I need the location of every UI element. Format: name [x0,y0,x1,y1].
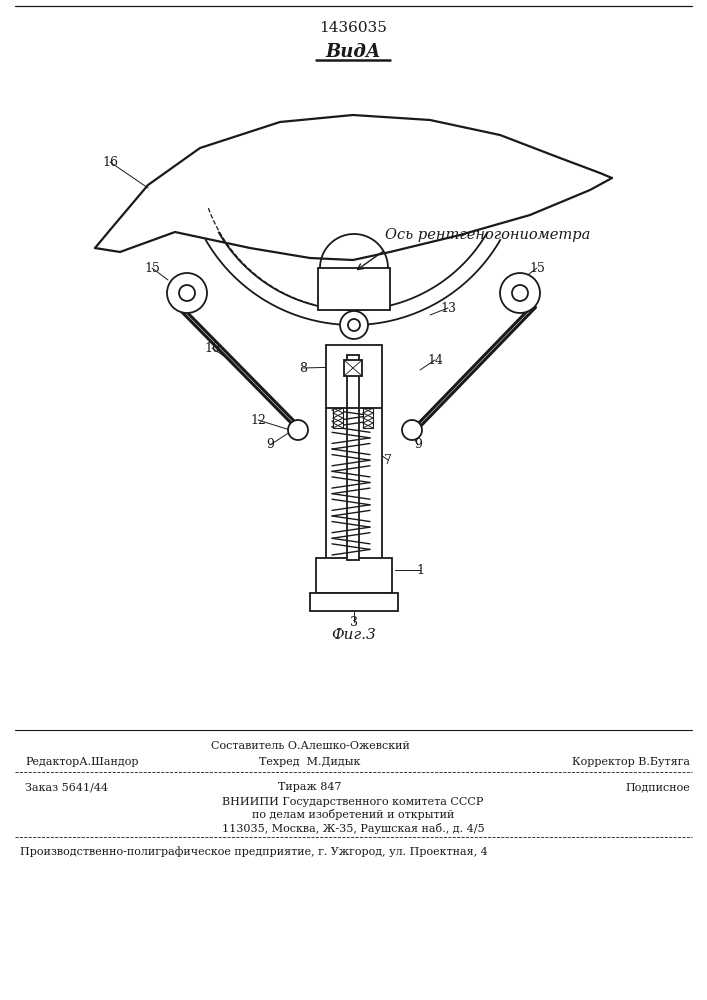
Text: 3: 3 [350,615,358,629]
Text: 10: 10 [204,342,220,355]
Text: 7: 7 [384,454,392,466]
Text: 14: 14 [427,354,443,366]
Bar [310,593,398,611]
Circle shape [348,319,360,331]
Text: 12: 12 [250,414,266,426]
Circle shape [167,273,207,313]
Text: Корректор В.Бутяга: Корректор В.Бутяга [572,757,690,767]
Bar [318,268,390,310]
Text: 9: 9 [414,438,422,452]
Text: ВидА: ВидА [325,43,381,61]
Text: Ось рентгеногониометра: Ось рентгеногониометра [385,228,590,242]
Text: 15: 15 [144,261,160,274]
Circle shape [179,285,195,301]
Text: РедакторА.Шандор: РедакторА.Шандор [25,757,139,767]
Circle shape [500,273,540,313]
Circle shape [288,420,308,440]
Text: Техред  М.Дидык: Техред М.Дидык [259,757,361,767]
Bar [316,558,392,593]
Text: 13: 13 [440,302,456,314]
Text: 1: 1 [416,564,424,576]
Bar [363,408,373,428]
Text: Подписное: Подписное [625,782,690,792]
Text: 9: 9 [266,438,274,452]
Circle shape [402,420,422,440]
Circle shape [512,285,528,301]
Text: Фиг.3: Фиг.3 [332,628,376,642]
Text: 11: 11 [519,288,535,302]
Text: 11: 11 [167,288,183,302]
Bar [326,345,382,560]
Bar [333,408,343,428]
Text: 113035, Москва, Ж-35, Раушская наб., д. 4/5: 113035, Москва, Ж-35, Раушская наб., д. … [222,822,484,834]
Text: ВНИИПИ Государственного комитета СССР: ВНИИПИ Государственного комитета СССР [222,797,484,807]
Bar [344,360,362,376]
Text: по делам изобретений и открытий: по делам изобретений и открытий [252,810,454,820]
Text: 8: 8 [299,361,307,374]
Text: 16: 16 [102,155,118,168]
Bar [347,355,359,560]
Text: Заказ 5641/44: Заказ 5641/44 [25,782,108,792]
Text: Тираж 847: Тираж 847 [279,782,341,792]
Text: 1436035: 1436035 [319,21,387,35]
Text: 6: 6 [364,484,372,496]
Circle shape [340,311,368,339]
Text: Производственно-полиграфическое предприятие, г. Ужгород, ул. Проектная, 4: Производственно-полиграфическое предприя… [20,847,488,857]
Text: 15: 15 [529,261,545,274]
Text: Составитель О.Алешко-Ожевский: Составитель О.Алешко-Ожевский [211,741,409,751]
